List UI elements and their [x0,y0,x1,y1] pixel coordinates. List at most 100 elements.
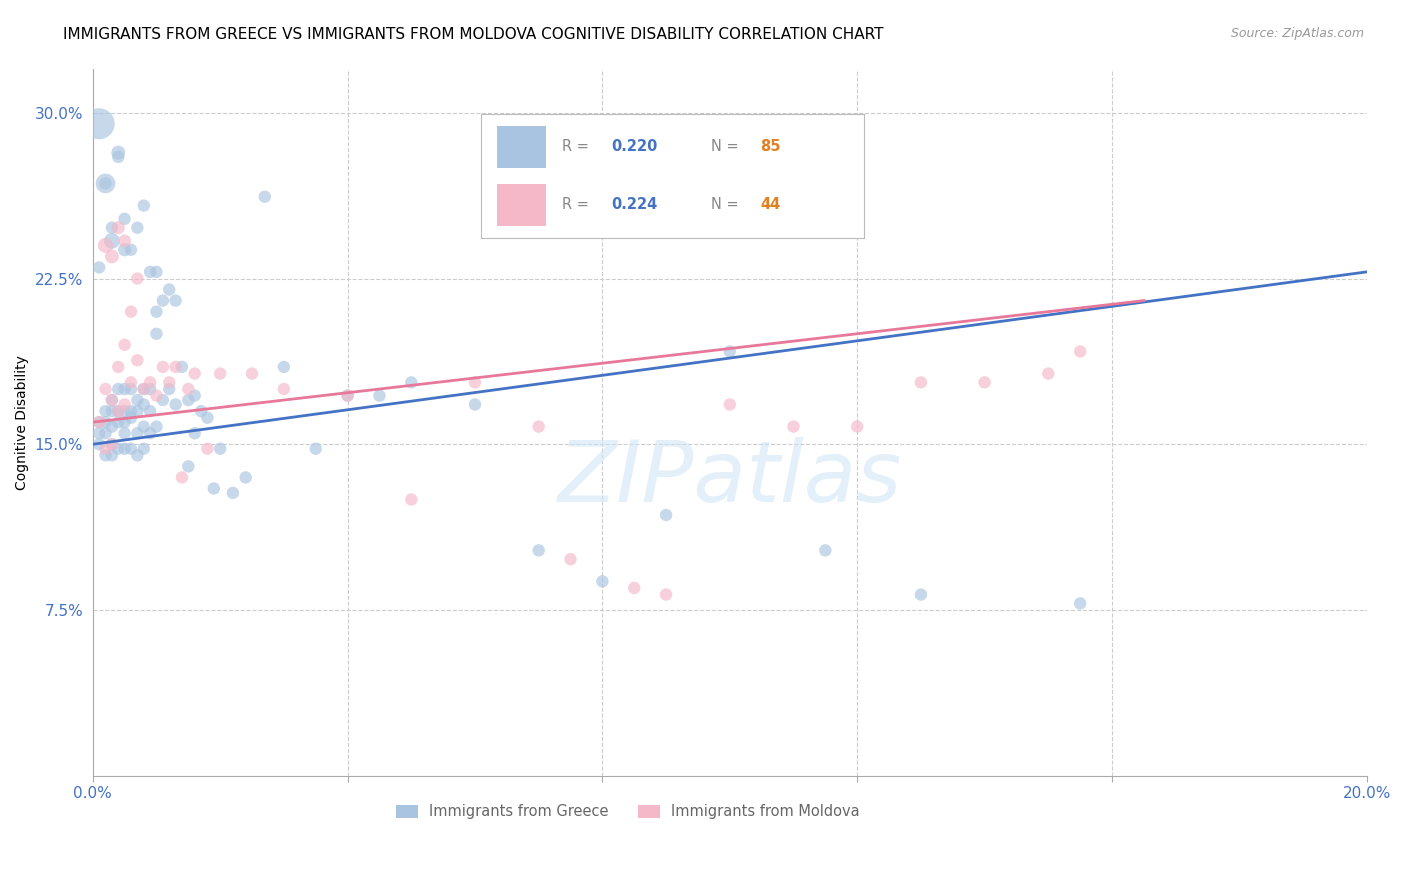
Point [197,410,219,425]
Point [560,552,582,566]
Point [114,415,136,429]
Point [1069,596,1091,610]
Point [107,442,129,456]
Point [1038,367,1060,381]
Point [623,581,645,595]
Point [464,397,486,411]
Point [132,382,155,396]
Point [132,442,155,456]
Point [127,393,149,408]
Point [107,145,129,160]
Point [132,419,155,434]
Point [305,442,328,456]
Point [127,353,149,368]
Point [94,177,117,191]
Point [145,265,167,279]
Point [114,234,136,248]
Point [273,359,295,374]
Point [132,382,155,396]
Point [183,389,205,403]
Point [718,344,741,359]
Point [114,382,136,396]
Point [120,304,142,318]
Point [253,190,276,204]
Point [152,359,174,374]
Point [401,492,423,507]
Point [101,393,124,408]
Point [165,397,187,411]
Point [89,437,111,451]
Point [591,574,613,589]
Point [170,470,193,484]
Point [114,442,136,456]
Point [120,442,142,456]
Point [94,404,117,418]
Point [139,265,162,279]
Point [89,260,111,275]
Point [145,389,167,403]
Y-axis label: Cognitive Disability: Cognitive Disability [15,355,30,490]
Point [145,326,167,341]
Point [157,283,180,297]
Point [464,376,486,390]
Point [846,419,869,434]
Text: ZIPatlas: ZIPatlas [558,437,901,520]
Point [139,426,162,441]
Point [157,376,180,390]
Point [101,249,124,263]
Point [94,382,117,396]
Point [107,150,129,164]
Point [170,359,193,374]
Point [132,198,155,212]
Point [655,588,678,602]
Point [782,419,804,434]
Point [120,243,142,257]
Point [336,389,359,403]
Point [814,543,837,558]
Point [177,382,200,396]
Point [94,415,117,429]
Point [94,442,117,456]
Point [139,404,162,418]
Point [107,220,129,235]
Point [655,508,678,522]
Point [973,376,995,390]
Point [202,482,225,496]
Point [910,376,932,390]
Point [127,220,149,235]
Point [240,367,263,381]
Point [127,404,149,418]
Text: Source: ZipAtlas.com: Source: ZipAtlas.com [1230,27,1364,40]
Point [94,238,117,252]
Point [183,367,205,381]
Point [114,211,136,226]
Point [101,220,124,235]
Point [718,397,741,411]
Point [127,426,149,441]
Point [89,117,111,131]
Point [222,486,245,500]
Point [132,397,155,411]
Point [94,426,117,441]
Point [107,359,129,374]
Point [197,442,219,456]
Point [94,448,117,462]
Point [89,426,111,441]
Legend: Immigrants from Greece, Immigrants from Moldova: Immigrants from Greece, Immigrants from … [389,798,866,825]
Point [101,448,124,462]
Point [120,376,142,390]
Text: IMMIGRANTS FROM GREECE VS IMMIGRANTS FROM MOLDOVA COGNITIVE DISABILITY CORRELATI: IMMIGRANTS FROM GREECE VS IMMIGRANTS FRO… [63,27,884,42]
Point [127,448,149,462]
Point [273,382,295,396]
Point [145,304,167,318]
Point [89,415,111,429]
Point [1069,344,1091,359]
Point [527,543,550,558]
Point [910,588,932,602]
Point [107,404,129,418]
Point [114,338,136,352]
Point [145,419,167,434]
Point [157,382,180,396]
Point [209,367,232,381]
Point [120,404,142,418]
